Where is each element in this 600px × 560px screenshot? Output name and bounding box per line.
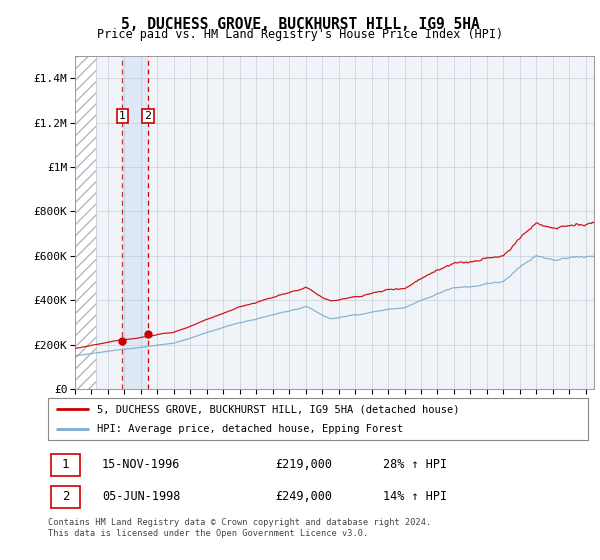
Text: 2: 2 <box>62 491 70 503</box>
Text: 5, DUCHESS GROVE, BUCKHURST HILL, IG9 5HA (detached house): 5, DUCHESS GROVE, BUCKHURST HILL, IG9 5H… <box>97 404 459 414</box>
FancyBboxPatch shape <box>50 454 80 475</box>
Text: HPI: Average price, detached house, Epping Forest: HPI: Average price, detached house, Eppi… <box>97 424 403 434</box>
Text: 1: 1 <box>62 458 70 472</box>
Text: 14% ↑ HPI: 14% ↑ HPI <box>383 491 447 503</box>
Text: 15-NOV-1996: 15-NOV-1996 <box>102 458 181 472</box>
Text: £249,000: £249,000 <box>275 491 332 503</box>
Text: 1: 1 <box>119 111 126 121</box>
Text: 2: 2 <box>145 111 152 121</box>
Bar <box>122 56 148 389</box>
Text: £219,000: £219,000 <box>275 458 332 472</box>
Text: 5, DUCHESS GROVE, BUCKHURST HILL, IG9 5HA: 5, DUCHESS GROVE, BUCKHURST HILL, IG9 5H… <box>121 17 479 32</box>
FancyBboxPatch shape <box>50 486 80 508</box>
FancyBboxPatch shape <box>48 398 588 440</box>
Text: Contains HM Land Registry data © Crown copyright and database right 2024.: Contains HM Land Registry data © Crown c… <box>48 518 431 527</box>
Text: 28% ↑ HPI: 28% ↑ HPI <box>383 458 447 472</box>
Text: 05-JUN-1998: 05-JUN-1998 <box>102 491 181 503</box>
Text: This data is licensed under the Open Government Licence v3.0.: This data is licensed under the Open Gov… <box>48 529 368 538</box>
Text: Price paid vs. HM Land Registry's House Price Index (HPI): Price paid vs. HM Land Registry's House … <box>97 28 503 41</box>
